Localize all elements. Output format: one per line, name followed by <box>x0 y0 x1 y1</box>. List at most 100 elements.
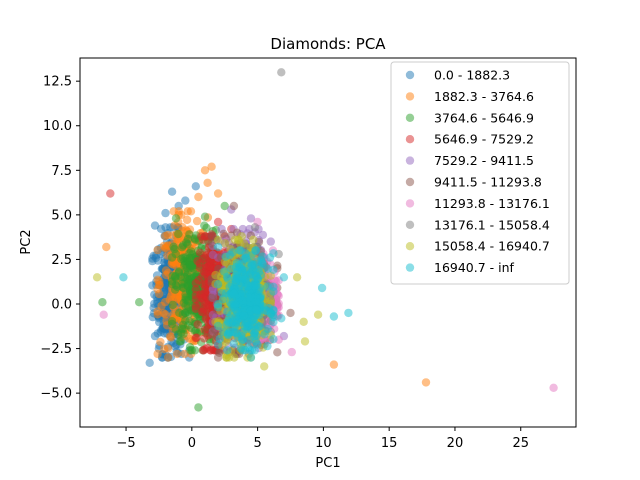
data-point <box>184 297 193 306</box>
data-point <box>246 353 256 362</box>
data-point <box>220 201 229 211</box>
x-tick-label: 5 <box>253 436 261 451</box>
data-point <box>299 317 308 326</box>
data-point <box>238 336 247 345</box>
data-point <box>191 304 200 313</box>
data-point <box>98 298 107 307</box>
data-point <box>201 344 210 354</box>
data-point <box>191 291 200 300</box>
data-point <box>249 235 258 244</box>
data-point <box>277 314 286 323</box>
data-point <box>263 341 272 351</box>
y-tick-label: 0.0 <box>51 298 72 313</box>
legend-label: 3764.6 - 5646.9 <box>434 110 534 125</box>
data-point <box>185 230 194 239</box>
legend-label: 0.0 - 1882.3 <box>434 68 510 83</box>
data-point <box>171 214 181 223</box>
data-point <box>207 231 216 241</box>
data-point <box>245 335 254 345</box>
x-tick-label: 0 <box>188 436 196 451</box>
data-point <box>156 337 165 347</box>
y-tick-label: 5.0 <box>51 208 72 223</box>
data-point <box>219 295 228 304</box>
data-point <box>180 273 189 282</box>
data-point <box>183 240 192 249</box>
data-point <box>223 274 232 283</box>
legend-item: 0.0 - 1882.3 <box>405 68 510 83</box>
data-point <box>269 335 278 344</box>
legend-item: 15058.4 - 16940.7 <box>405 239 550 254</box>
data-point <box>194 192 203 202</box>
x-tick-label: 10 <box>315 436 332 451</box>
y-axis-label: PC2 <box>19 229 34 254</box>
legend-item: 11293.8 - 13176.1 <box>405 196 550 211</box>
data-point <box>230 353 239 362</box>
data-point <box>221 252 230 261</box>
data-point <box>231 277 240 286</box>
legend-marker <box>405 92 415 101</box>
data-point <box>174 229 183 239</box>
data-point <box>277 68 286 77</box>
legend-item: 7529.2 - 9411.5 <box>405 153 534 168</box>
data-point <box>239 311 248 320</box>
x-tick-label: −5 <box>116 436 135 451</box>
data-point <box>229 339 238 348</box>
data-point <box>153 349 162 359</box>
y-tick-label: 10.0 <box>43 119 72 134</box>
data-point <box>161 208 170 218</box>
x-axis-ticks: −5 0 5 10 15 20 25 <box>116 427 529 451</box>
data-point <box>329 360 339 369</box>
data-point <box>207 162 216 171</box>
data-point <box>163 353 173 362</box>
data-point <box>251 305 261 315</box>
data-point <box>194 275 203 285</box>
data-point <box>102 242 111 252</box>
data-point <box>183 307 192 316</box>
data-point <box>153 245 162 255</box>
data-point <box>213 242 223 252</box>
data-point <box>313 310 323 319</box>
data-point <box>229 317 238 326</box>
data-point <box>145 358 154 367</box>
data-point <box>172 349 182 359</box>
data-point <box>195 259 204 268</box>
x-tick-label: 15 <box>381 436 398 451</box>
data-point <box>263 282 272 291</box>
data-point <box>199 305 208 315</box>
data-point <box>273 348 282 357</box>
data-point <box>194 403 203 412</box>
data-point <box>549 383 558 392</box>
data-point <box>244 293 254 302</box>
legend-label: 9411.5 - 11293.8 <box>434 175 542 190</box>
data-point <box>269 306 278 315</box>
data-point <box>213 321 223 331</box>
data-point <box>170 221 179 230</box>
legend-marker <box>405 220 415 229</box>
legend-item: 1882.3 - 3764.6 <box>405 89 534 104</box>
data-points <box>92 68 558 412</box>
data-point <box>167 319 177 329</box>
legend-label: 15058.4 - 16940.7 <box>434 239 550 254</box>
data-point <box>317 283 327 293</box>
data-point <box>279 273 289 282</box>
data-point <box>260 362 269 371</box>
data-point <box>329 312 339 321</box>
data-point <box>233 266 242 276</box>
data-point <box>251 271 261 280</box>
legend-marker <box>405 242 415 251</box>
data-point <box>200 325 209 334</box>
data-point <box>177 324 186 333</box>
data-point <box>252 281 261 290</box>
data-point <box>213 353 223 362</box>
data-point <box>171 272 180 281</box>
data-point <box>182 215 192 225</box>
data-point <box>106 189 115 198</box>
data-point <box>202 223 211 232</box>
data-point <box>235 246 244 255</box>
data-point <box>181 196 190 205</box>
data-point <box>213 235 223 245</box>
data-point <box>229 201 239 211</box>
data-point <box>241 249 250 258</box>
data-point <box>223 346 232 355</box>
data-point <box>203 178 212 187</box>
